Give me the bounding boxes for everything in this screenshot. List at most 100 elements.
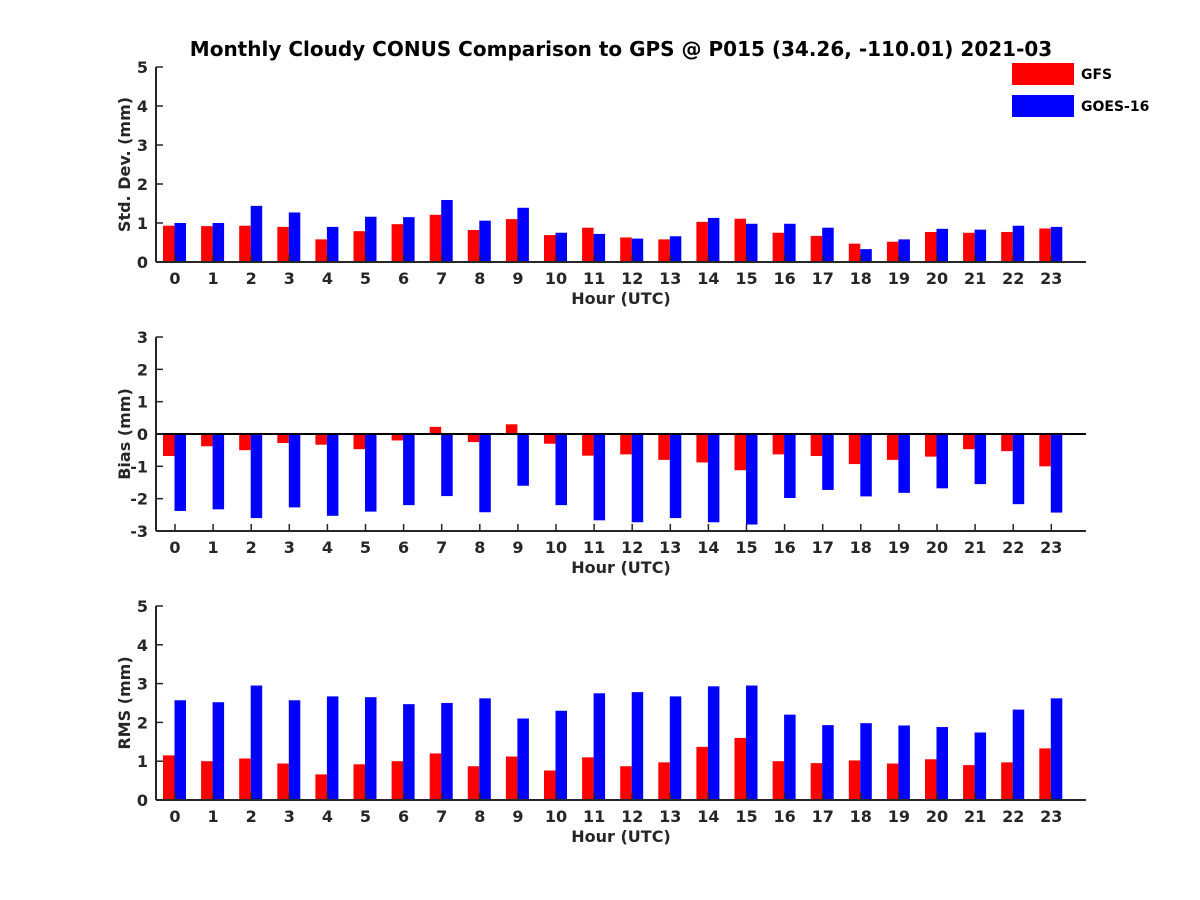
bar-gfs-hour-7 xyxy=(429,214,442,262)
bar-gfs-hour-12 xyxy=(620,766,632,800)
bar-gfs-hour-5 xyxy=(353,231,365,262)
x-tick-label: 21 xyxy=(964,269,986,288)
bar-goes-16-hour-3 xyxy=(288,434,301,508)
bar-gfs-hour-1 xyxy=(201,226,213,262)
bar-goes-16-hour-18 xyxy=(860,249,872,262)
x-tick-label: 5 xyxy=(360,538,371,557)
y-tick-label: 5 xyxy=(137,597,148,616)
bar-goes-16-hour-20 xyxy=(936,434,948,489)
bar-gfs-hour-13 xyxy=(658,434,670,460)
x-tick-label: 2 xyxy=(246,807,257,826)
bar-gfs-hour-22 xyxy=(1001,434,1013,452)
x-tick-label: 11 xyxy=(583,269,605,288)
bar-goes-16-hour-16 xyxy=(784,714,796,800)
y-tick-label: -1 xyxy=(130,457,148,476)
bar-gfs-hour-19 xyxy=(886,763,899,800)
x-tick-label: 0 xyxy=(169,807,180,826)
y-tick-label: 3 xyxy=(137,328,148,347)
bar-gfs-hour-10 xyxy=(544,235,556,262)
bar-goes-16-hour-1 xyxy=(212,223,225,262)
x-tick-label: 13 xyxy=(659,269,681,288)
bar-goes-16-hour-9 xyxy=(517,434,529,486)
bar-goes-16-hour-23 xyxy=(1050,434,1063,513)
x-tick-label: 17 xyxy=(812,269,834,288)
x-tick-label: 6 xyxy=(398,269,409,288)
x-tick-label: 15 xyxy=(735,269,757,288)
x-tick-label: 14 xyxy=(697,269,719,288)
x-tick-label: 9 xyxy=(512,538,523,557)
bar-goes-16-hour-20 xyxy=(936,228,948,262)
bar-goes-16-hour-3 xyxy=(288,700,301,800)
x-tick-label: 16 xyxy=(773,538,795,557)
x-tick-label: 8 xyxy=(474,538,485,557)
x-tick-label: 4 xyxy=(322,807,333,826)
bar-gfs-hour-0 xyxy=(163,225,175,262)
bar-goes-16-hour-14 xyxy=(707,217,720,262)
bar-gfs-hour-6 xyxy=(391,434,404,441)
x-tick-label: 8 xyxy=(474,269,485,288)
x-tick-label: 14 xyxy=(697,807,719,826)
x-tick-label: 19 xyxy=(888,269,910,288)
legend-label-goes-16: GOES-16 xyxy=(1081,99,1149,115)
bar-goes-16-hour-22 xyxy=(1012,709,1025,800)
bar-gfs-hour-7 xyxy=(429,426,442,434)
bar-goes-16-hour-16 xyxy=(784,223,796,262)
bar-gfs-hour-2 xyxy=(239,434,251,451)
y-tick-label: 1 xyxy=(137,752,148,771)
bar-gfs-hour-14 xyxy=(696,746,708,800)
bar-goes-16-hour-13 xyxy=(669,434,682,519)
bar-gfs-hour-7 xyxy=(429,753,442,800)
y-tick-label: 2 xyxy=(137,175,148,194)
bar-goes-16-hour-5 xyxy=(365,434,377,512)
bar-gfs-hour-10 xyxy=(544,770,556,800)
bar-gfs-hour-18 xyxy=(848,243,861,262)
bar-goes-16-hour-4 xyxy=(326,696,339,800)
y-axis-label: RMS (mm) xyxy=(115,656,134,749)
bar-gfs-hour-8 xyxy=(467,434,480,443)
bar-goes-16-hour-5 xyxy=(365,697,377,800)
bar-gfs-hour-3 xyxy=(277,226,289,262)
x-tick-label: 0 xyxy=(169,269,180,288)
bar-goes-16-hour-17 xyxy=(822,434,834,490)
bar-gfs-hour-22 xyxy=(1001,231,1013,262)
bar-goes-16-hour-21 xyxy=(974,434,987,485)
bar-gfs-hour-23 xyxy=(1039,434,1051,467)
x-tick-label: 16 xyxy=(773,807,795,826)
bar-goes-16-hour-2 xyxy=(250,205,263,262)
y-tick-label: 3 xyxy=(137,675,148,694)
bar-gfs-hour-4 xyxy=(315,434,327,445)
bar-gfs-hour-12 xyxy=(620,434,632,455)
x-tick-label: 14 xyxy=(697,538,719,557)
bar-gfs-hour-13 xyxy=(658,762,670,800)
bar-goes-16-hour-19 xyxy=(898,239,910,262)
x-tick-label: 19 xyxy=(888,807,910,826)
y-tick-label: 2 xyxy=(137,713,148,732)
bar-gfs-hour-23 xyxy=(1039,748,1051,800)
x-tick-label: 5 xyxy=(360,269,371,288)
bar-goes-16-hour-12 xyxy=(631,434,644,523)
x-tick-label: 22 xyxy=(1002,538,1024,557)
bar-goes-16-hour-9 xyxy=(517,718,529,800)
bar-goes-16-hour-1 xyxy=(212,434,225,510)
x-tick-label: 23 xyxy=(1040,269,1062,288)
bar-gfs-hour-3 xyxy=(277,763,289,800)
x-tick-label: 9 xyxy=(512,269,523,288)
bar-gfs-hour-20 xyxy=(925,231,937,262)
bar-goes-16-hour-9 xyxy=(517,207,529,262)
x-tick-label: 7 xyxy=(436,269,447,288)
bar-goes-16-hour-14 xyxy=(707,434,720,523)
bar-goes-16-hour-2 xyxy=(250,434,263,519)
bar-goes-16-hour-2 xyxy=(250,685,263,800)
x-tick-label: 17 xyxy=(812,538,834,557)
legend-swatch-gfs xyxy=(1012,63,1074,85)
bar-gfs-hour-11 xyxy=(582,434,594,456)
x-tick-label: 4 xyxy=(322,538,333,557)
x-tick-label: 20 xyxy=(926,538,948,557)
bar-gfs-hour-0 xyxy=(163,755,175,800)
bar-goes-16-hour-5 xyxy=(365,216,377,262)
bar-gfs-hour-8 xyxy=(467,766,480,800)
bar-gfs-hour-2 xyxy=(239,758,251,800)
bar-gfs-hour-14 xyxy=(696,221,708,262)
bar-goes-16-hour-4 xyxy=(326,434,339,516)
